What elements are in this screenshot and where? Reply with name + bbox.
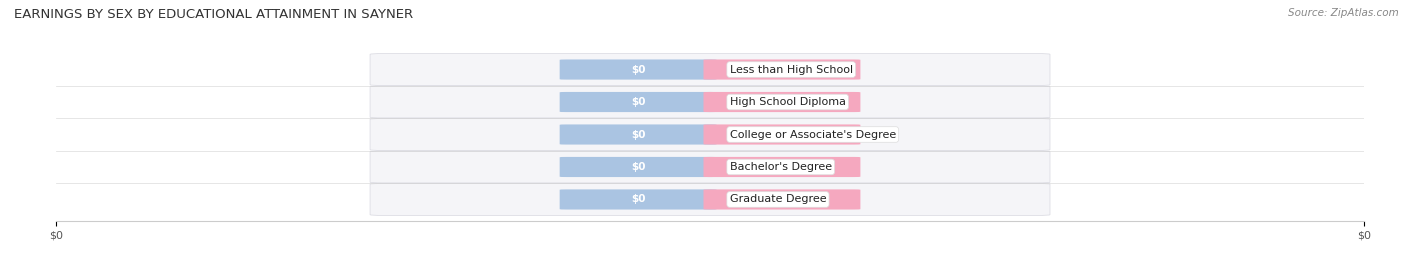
Text: $0: $0	[775, 162, 789, 172]
Text: $0: $0	[631, 162, 645, 172]
FancyBboxPatch shape	[370, 151, 1050, 183]
Text: $0: $0	[631, 97, 645, 107]
FancyBboxPatch shape	[560, 189, 717, 210]
FancyBboxPatch shape	[370, 54, 1050, 86]
Text: Graduate Degree: Graduate Degree	[730, 194, 827, 204]
Text: $0: $0	[775, 65, 789, 75]
FancyBboxPatch shape	[703, 59, 860, 80]
FancyBboxPatch shape	[703, 125, 860, 144]
FancyBboxPatch shape	[560, 92, 717, 112]
Text: $0: $0	[631, 65, 645, 75]
FancyBboxPatch shape	[703, 189, 860, 210]
FancyBboxPatch shape	[370, 119, 1050, 150]
Text: $0: $0	[775, 129, 789, 140]
Text: $0: $0	[631, 194, 645, 204]
Text: $0: $0	[631, 129, 645, 140]
Text: High School Diploma: High School Diploma	[730, 97, 845, 107]
FancyBboxPatch shape	[560, 157, 717, 177]
Text: College or Associate's Degree: College or Associate's Degree	[730, 129, 896, 140]
Text: $0: $0	[775, 194, 789, 204]
FancyBboxPatch shape	[370, 183, 1050, 215]
FancyBboxPatch shape	[703, 92, 860, 112]
Text: EARNINGS BY SEX BY EDUCATIONAL ATTAINMENT IN SAYNER: EARNINGS BY SEX BY EDUCATIONAL ATTAINMEN…	[14, 8, 413, 21]
FancyBboxPatch shape	[703, 157, 860, 177]
Text: Source: ZipAtlas.com: Source: ZipAtlas.com	[1288, 8, 1399, 18]
FancyBboxPatch shape	[560, 125, 717, 144]
FancyBboxPatch shape	[370, 86, 1050, 118]
Text: $0: $0	[775, 97, 789, 107]
Text: Less than High School: Less than High School	[730, 65, 853, 75]
FancyBboxPatch shape	[560, 59, 717, 80]
Text: Bachelor's Degree: Bachelor's Degree	[730, 162, 832, 172]
